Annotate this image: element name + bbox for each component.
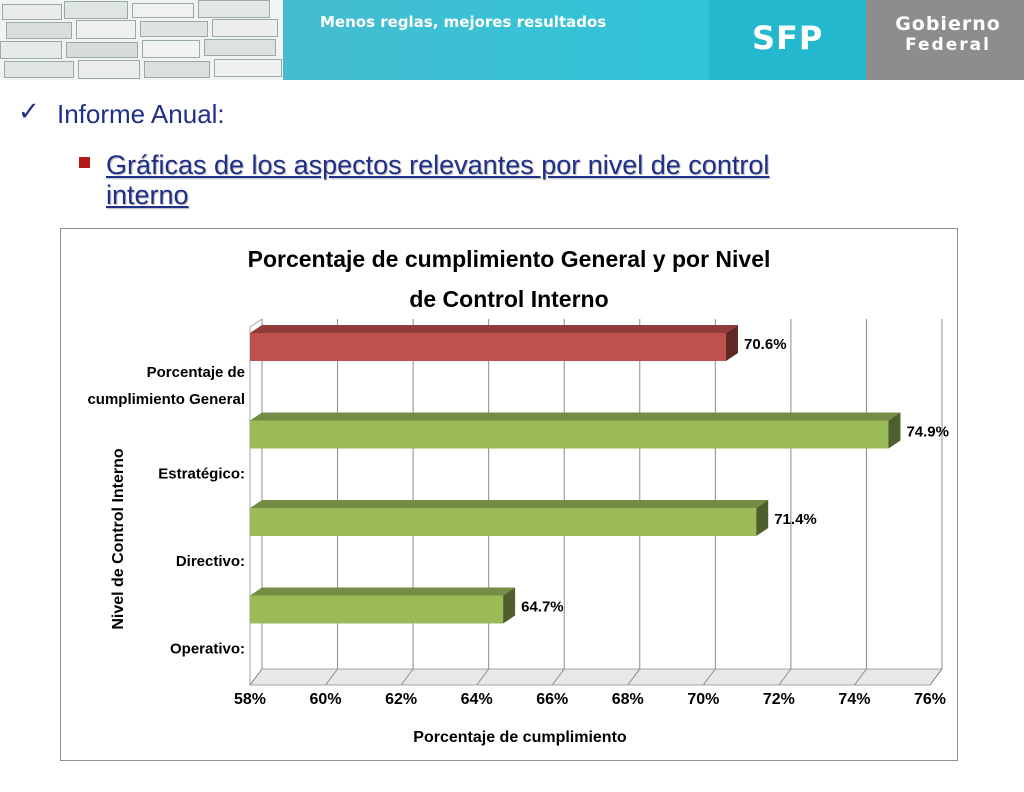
x-gridline-floor (702, 668, 716, 686)
bar (250, 508, 757, 536)
y-axis-label: Nivel de Control Interno (110, 448, 127, 630)
subheading-link[interactable]: Gráficas de los aspectos relevantes por … (106, 150, 770, 210)
bar-top-face (250, 587, 516, 596)
x-tick-label: 66% (536, 691, 568, 708)
government-logo: Gobierno Federal (880, 14, 1016, 56)
x-tick-label: 74% (838, 691, 870, 708)
x-gridline-floor (929, 668, 943, 686)
x-gridline-floor (854, 668, 867, 686)
x-tick-label: 68% (612, 691, 644, 708)
page-title: Informe Anual: (57, 99, 225, 129)
x-gridline-floor (476, 668, 490, 686)
x-tick-label: 58% (234, 691, 266, 708)
government-logo-line-1: Gobierno (895, 13, 1001, 35)
x-gridline-floor (400, 668, 414, 686)
data-label: 74.9% (906, 424, 949, 441)
chart: Porcentaje de cumplimiento General y por… (87, 246, 949, 746)
bar-side-face (888, 412, 901, 449)
x-tick-label: 64% (461, 691, 493, 708)
y-category-label: Directivo: (176, 553, 245, 570)
x-tick-label: 72% (763, 691, 795, 708)
x-gridline-floor (551, 668, 565, 686)
y-category-label: Estratégico: (158, 466, 245, 483)
x-tick-label: 70% (687, 691, 719, 708)
x-gridline-floor (778, 668, 792, 686)
x-tick-label: 62% (385, 691, 417, 708)
checkmark-icon: ✓ (18, 96, 40, 126)
x-axis-label: Porcentaje de cumplimiento (413, 729, 627, 746)
data-label: 71.4% (774, 511, 817, 528)
x-gridline-floor (249, 668, 263, 686)
bar-side-face (503, 587, 516, 624)
header-banner: Menos reglas, mejores resultados SFP Gob… (0, 0, 1024, 80)
government-logo-line-2: Federal (905, 35, 991, 55)
x-tick-label: 60% (310, 691, 342, 708)
square-bullet-icon (79, 157, 90, 168)
chart-side-wall-top (249, 318, 263, 328)
x-gridline-floor (627, 668, 641, 686)
chart-title-line: de Control Interno (409, 286, 608, 312)
y-category-label: Operativo: (170, 641, 245, 658)
bar (250, 595, 504, 624)
bar-top-face (250, 325, 738, 333)
chart-title-line: Porcentaje de cumplimiento General y por… (248, 246, 771, 272)
bar-side-face (726, 325, 738, 361)
data-label: 70.6% (744, 336, 787, 353)
bar-side-face (756, 500, 769, 536)
x-gridline-floor (325, 668, 338, 686)
bar-top-face (250, 500, 769, 508)
government-logo-panel (866, 0, 1024, 80)
y-category-label: cumplimiento General (87, 391, 245, 408)
bar (250, 333, 726, 361)
chart-frame: Porcentaje de cumplimiento General y por… (60, 228, 958, 761)
chart-floor (249, 668, 943, 686)
bar (250, 420, 889, 449)
header-photo (0, 0, 283, 80)
data-label: 64.7% (521, 599, 564, 616)
bar-top-face (250, 412, 901, 421)
x-tick-label: 76% (914, 691, 946, 708)
sfp-logo-panel (709, 0, 866, 80)
sfp-logo: SFP (752, 19, 824, 57)
tagline: Menos reglas, mejores resultados (320, 13, 607, 31)
y-category-label: Porcentaje de (147, 364, 245, 381)
